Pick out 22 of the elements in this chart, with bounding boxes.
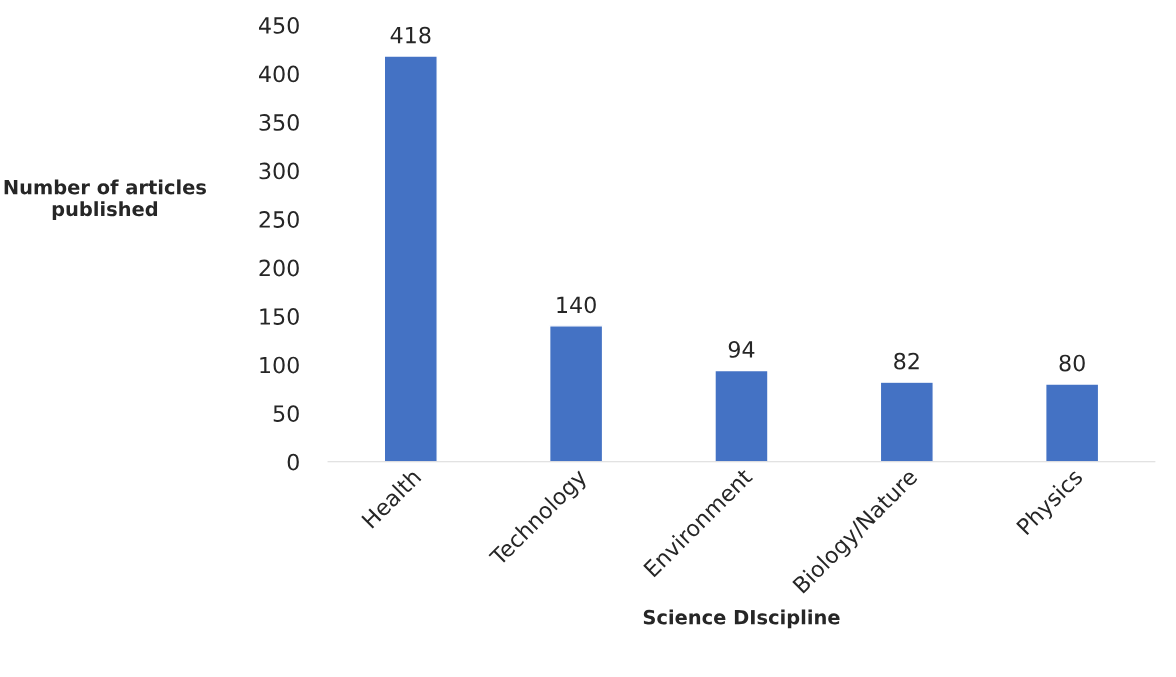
y-tick-label: 350 bbox=[259, 114, 299, 131]
y-tick-label: 400 bbox=[259, 65, 299, 83]
y-tick-label: 100 bbox=[260, 356, 299, 374]
y-tick-label: 0 bbox=[287, 453, 299, 471]
y-tick-label: 300 bbox=[259, 162, 299, 180]
y-tick-label: 200 bbox=[259, 259, 299, 277]
data-label: 82 bbox=[894, 352, 919, 370]
bar bbox=[879, 381, 934, 462]
y-tick-label: 50 bbox=[273, 405, 299, 422]
bar bbox=[548, 325, 604, 462]
y-tick-label: 250 bbox=[259, 211, 299, 228]
data-label: 418 bbox=[390, 26, 431, 44]
data-label: 80 bbox=[1059, 354, 1085, 372]
x-axis-title: Science DIscipline bbox=[643, 609, 840, 629]
data-label: 140 bbox=[557, 296, 596, 314]
bar bbox=[1045, 383, 1100, 462]
data-label: 94 bbox=[728, 341, 755, 358]
bar bbox=[714, 369, 769, 462]
bar bbox=[383, 55, 438, 462]
y-tick-label: 150 bbox=[260, 308, 299, 325]
y-tick-label: 450 bbox=[259, 17, 299, 34]
y-axis-title: Number of articles published bbox=[4, 179, 206, 221]
